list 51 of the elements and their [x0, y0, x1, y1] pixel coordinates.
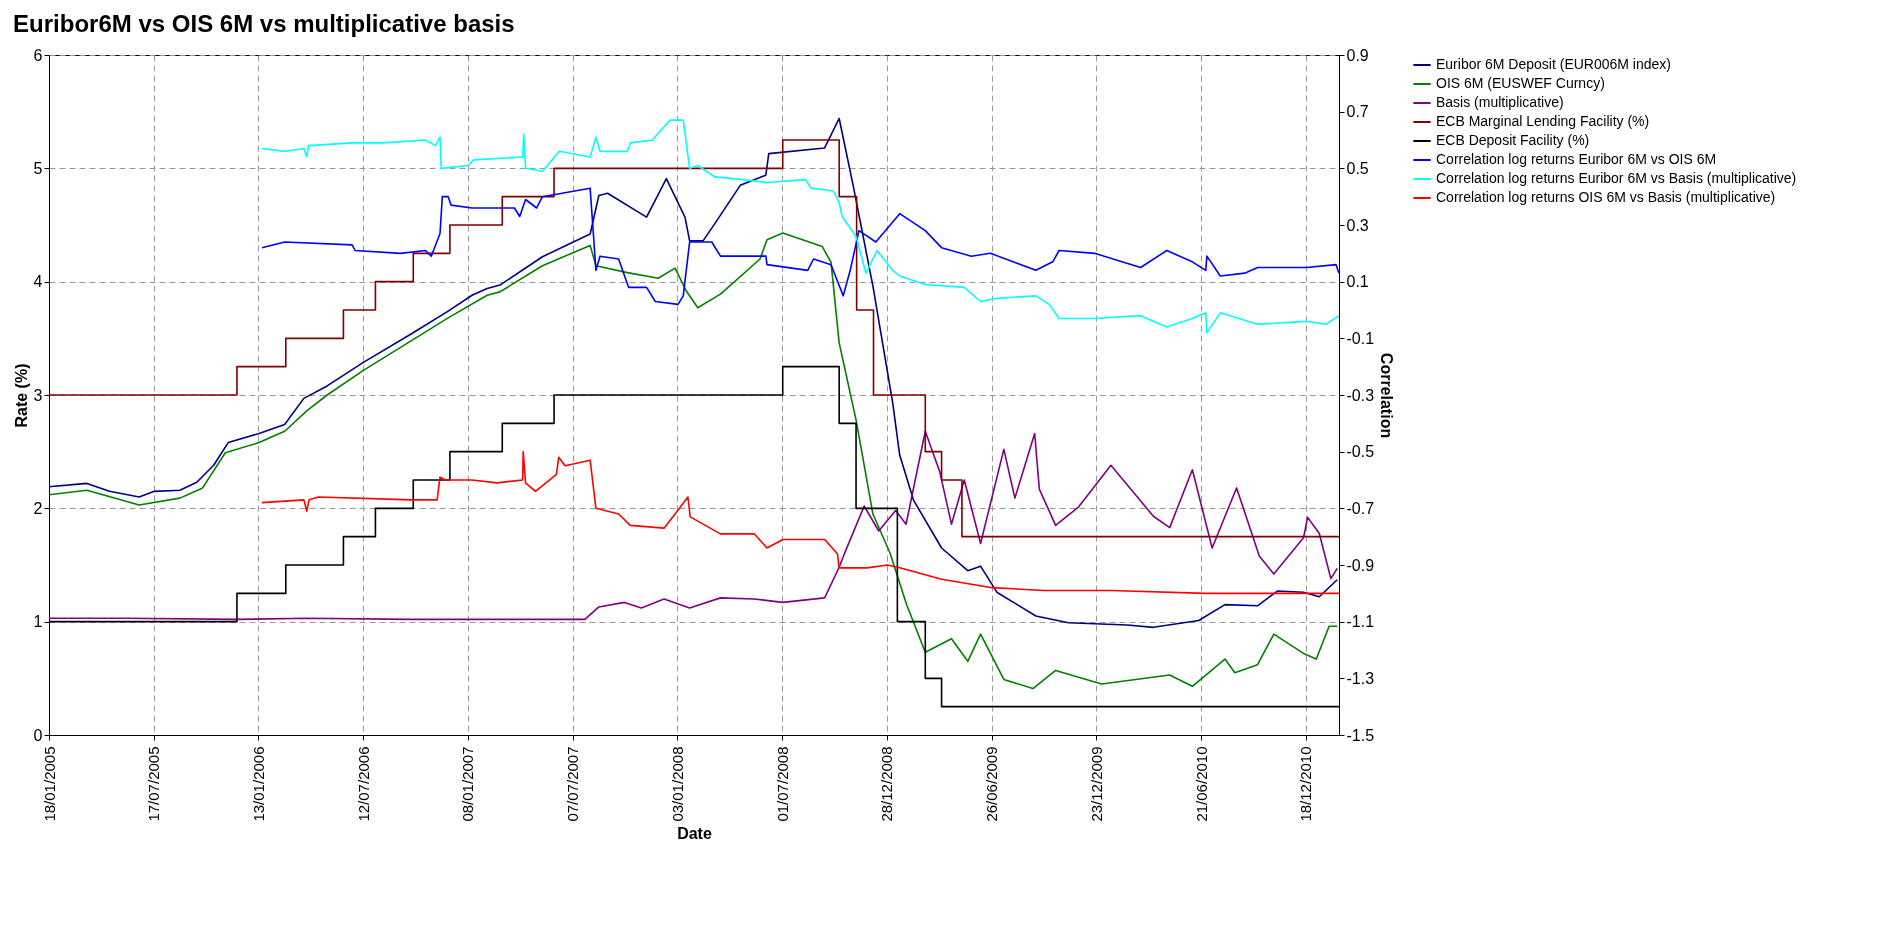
x-tick-label: 17/07/2005	[145, 746, 163, 822]
x-tick-label: 13/01/2006	[249, 746, 267, 822]
y-tick-label: 2	[33, 499, 43, 517]
line-series	[261, 187, 1339, 306]
y2-tick-label: -0.5	[1346, 443, 1375, 461]
x-tick-label: 12/07/2006	[354, 746, 372, 822]
legend-label: ECB Marginal Lending Facility (%)	[1436, 113, 1650, 129]
chart-title: Euribor6M vs OIS 6M vs multiplicative basis	[13, 10, 515, 37]
y2-tick-label: 0.7	[1346, 103, 1369, 121]
x-tick-label: 03/01/2008	[668, 746, 686, 822]
x-tick-label: 21/06/2010	[1192, 746, 1210, 822]
y2-tick-label: -0.9	[1346, 556, 1375, 574]
y-tick-label: 3	[33, 386, 43, 404]
y2-tick-label: -0.7	[1346, 499, 1375, 517]
y2-tick-label: -0.3	[1346, 386, 1375, 404]
y2-tick-label: 0.3	[1346, 216, 1369, 234]
legend-label: Euribor 6M Deposit (EUR006M index)	[1436, 56, 1671, 72]
y-axis-title: Rate (%)	[12, 363, 30, 428]
y2-axis-title: Correlation	[1378, 352, 1396, 439]
y-tick-label: 4	[33, 273, 43, 291]
x-tick-label: 01/07/2008	[773, 746, 791, 822]
y-tick-label: 5	[33, 159, 43, 177]
x-tick-label: 23/12/2009	[1087, 746, 1105, 822]
y2-tick-label: 0.9	[1346, 46, 1369, 64]
legend-label: Correlation log returns Euribor 6M vs Basis (multiplicative)	[1436, 170, 1797, 186]
line-series	[261, 450, 1339, 595]
y-tick-label: 0	[33, 726, 43, 744]
line-series	[49, 232, 1339, 690]
legend-label: Correlation log returns OIS 6M vs Basis (multiplicative)	[1436, 189, 1776, 205]
x-tick-label: 26/06/2009	[983, 746, 1001, 822]
y2-tick-label: -1.5	[1346, 726, 1375, 744]
legend-label: ECB Deposit Facility (%)	[1436, 132, 1590, 148]
line-series	[49, 430, 1339, 621]
x-tick-label: 18/12/2010	[1297, 746, 1315, 822]
x-tick-label: 07/07/2007	[564, 746, 582, 822]
y-tick-label: 1	[33, 613, 43, 631]
y2-tick-label: -0.1	[1346, 329, 1375, 347]
y-tick-label: 6	[33, 46, 43, 64]
line-series	[261, 119, 1339, 334]
y2-tick-label: 0.5	[1346, 159, 1369, 177]
legend-label: Correlation log returns Euribor 6M vs OIS 6M	[1436, 151, 1717, 167]
x-axis-title: Date	[677, 824, 712, 842]
y2-tick-label: -1.3	[1346, 669, 1375, 687]
line-series	[49, 117, 1339, 629]
legend-label: OIS 6M (EUSWEF Curncy)	[1436, 75, 1605, 91]
y2-tick-label: -1.1	[1346, 613, 1375, 631]
x-tick-label: 28/12/2008	[878, 746, 896, 822]
x-tick-label: 18/01/2005	[40, 746, 58, 822]
legend-label: Basis (multiplicative)	[1436, 94, 1564, 110]
y2-tick-label: 0.1	[1346, 273, 1369, 291]
x-tick-label: 08/01/2007	[459, 746, 477, 822]
